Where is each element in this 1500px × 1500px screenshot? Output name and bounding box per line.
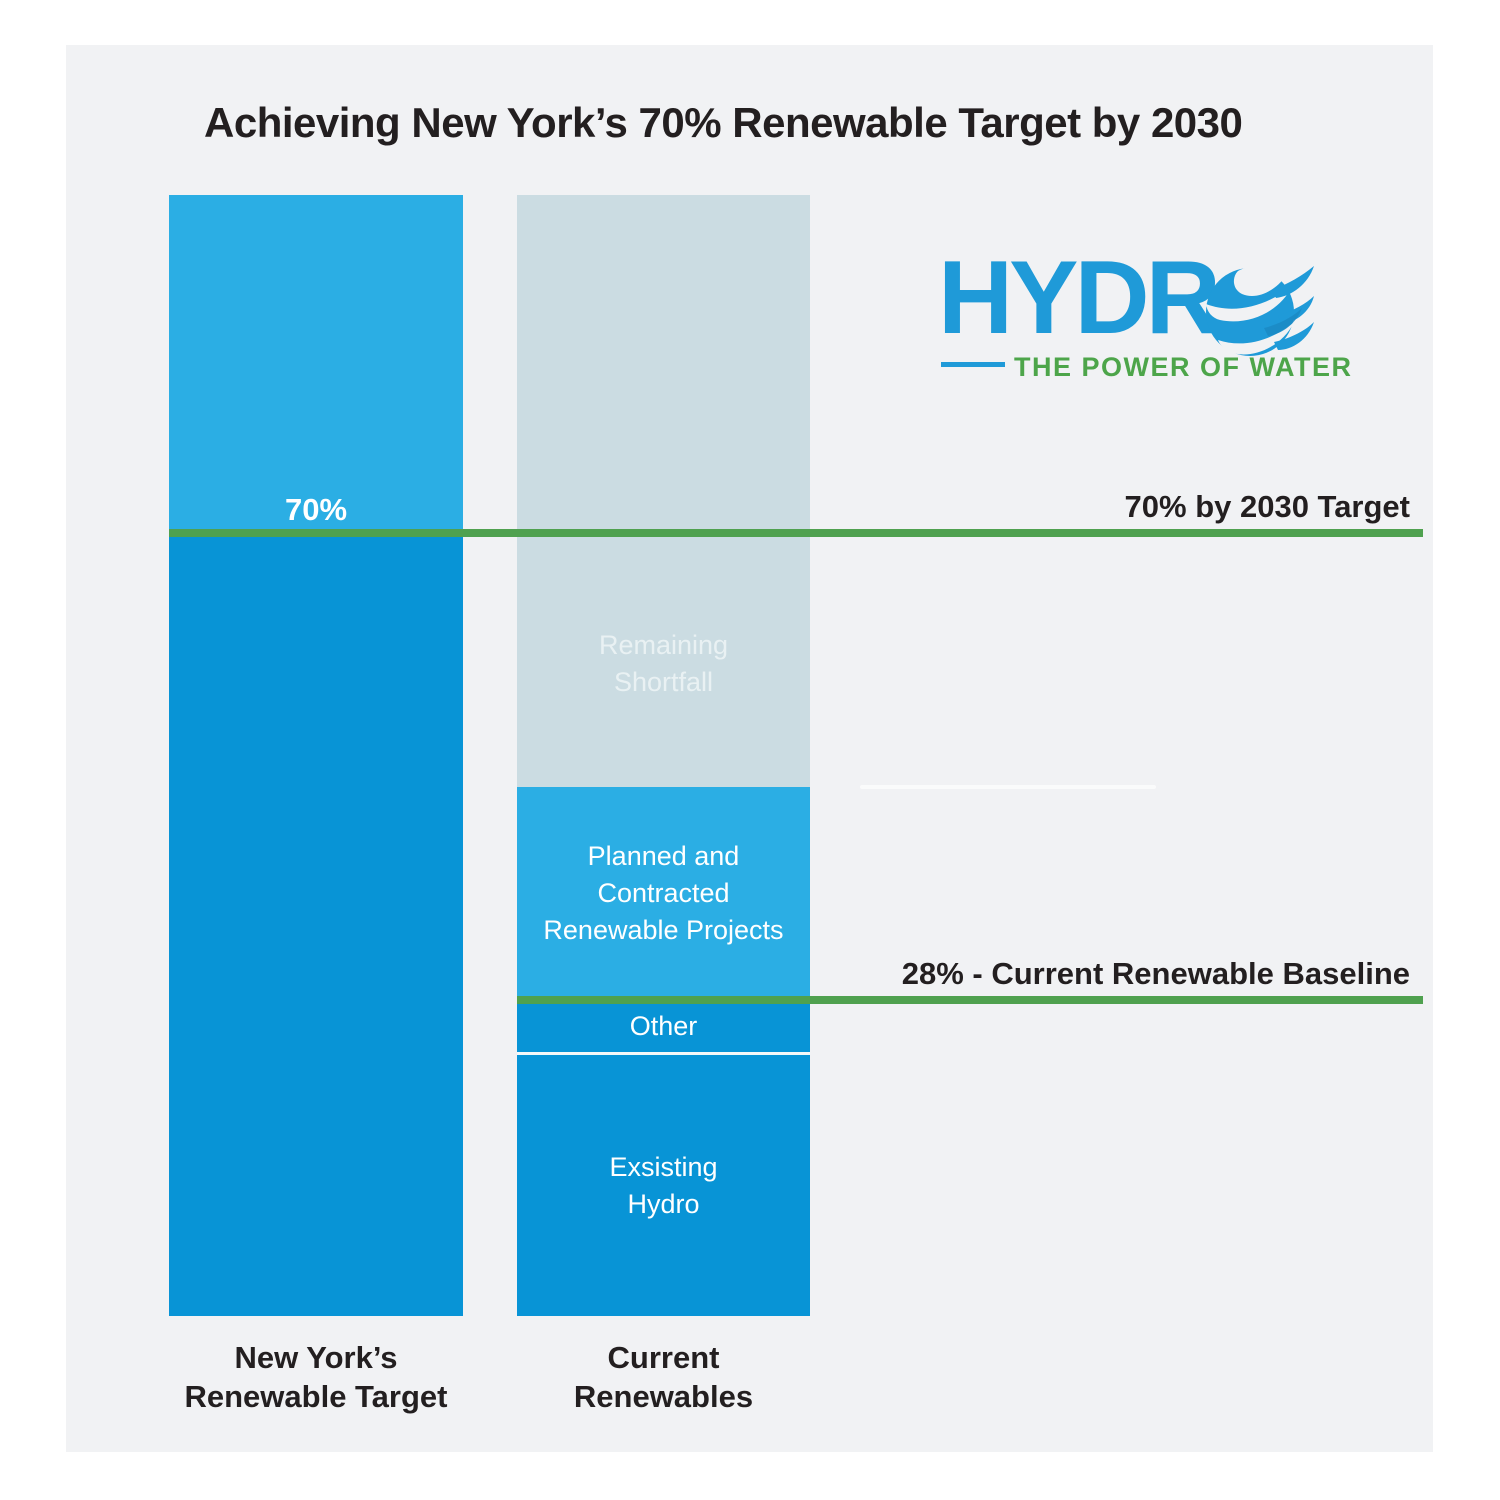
segment-divider (517, 1052, 810, 1055)
shortfall-label-line1: Remaining (598, 630, 729, 660)
segment-planned-contracted: Planned and Contracted Renewable Project… (517, 787, 810, 1000)
baseline-line-label: 28% - Current Renewable Baseline (901, 956, 1410, 991)
other-label: Other (629, 1010, 698, 1041)
planned-label-line1: Planned and (587, 841, 740, 871)
hydro-logo: HYDR THE POWER OF WATER (938, 240, 1351, 396)
axis-label-current-line1: Current (607, 1340, 720, 1375)
bar-current-renewables: Remaining Shortfall Planned and Contract… (517, 195, 810, 1316)
segment-remaining-shortfall-label: Remaining Shortfall (517, 627, 810, 701)
baseline-28-reference-line (517, 996, 1423, 1004)
planned-label-line3: Renewable Projects (543, 915, 784, 945)
faint-highlight-line (860, 785, 1156, 789)
axis-label-target-line1: New York’s (234, 1340, 398, 1375)
segment-remaining-shortfall: Remaining Shortfall (517, 195, 810, 787)
segment-other: Other (517, 1000, 810, 1052)
hydro-label-line1: Exsisting (609, 1151, 718, 1182)
target-value-label: 70% (284, 492, 348, 527)
target-70-reference-line (169, 529, 1423, 537)
axis-label-target-line2: Renewable Target (184, 1379, 448, 1414)
segment-target-above-70: 70% (169, 195, 463, 533)
water-swirl-icon (1204, 264, 1316, 367)
axis-label-current-renewables: Current Renewables (502, 1338, 825, 1416)
hydro-logo-tagline: THE POWER OF WATER (1014, 352, 1353, 382)
axis-label-current-line2: Renewables (573, 1379, 754, 1414)
shortfall-label-line2: Shortfall (613, 667, 714, 697)
axis-label-renewable-target: New York’s Renewable Target (139, 1338, 493, 1416)
segment-target-below-70 (169, 533, 463, 1316)
bar-renewable-target: 70% (169, 195, 463, 1316)
planned-label-line2: Contracted (597, 878, 730, 908)
target-line-label: 70% by 2030 Target (1124, 489, 1410, 524)
logo-underline-dash (941, 362, 1005, 367)
hydro-label-line2: Hydro (627, 1188, 700, 1219)
chart-title: Achieving New York’s 70% Renewable Targe… (204, 99, 1243, 146)
hydro-logo-wordmark: HYDR (938, 240, 1221, 356)
segment-existing-hydro: Exsisting Hydro (517, 1055, 810, 1316)
